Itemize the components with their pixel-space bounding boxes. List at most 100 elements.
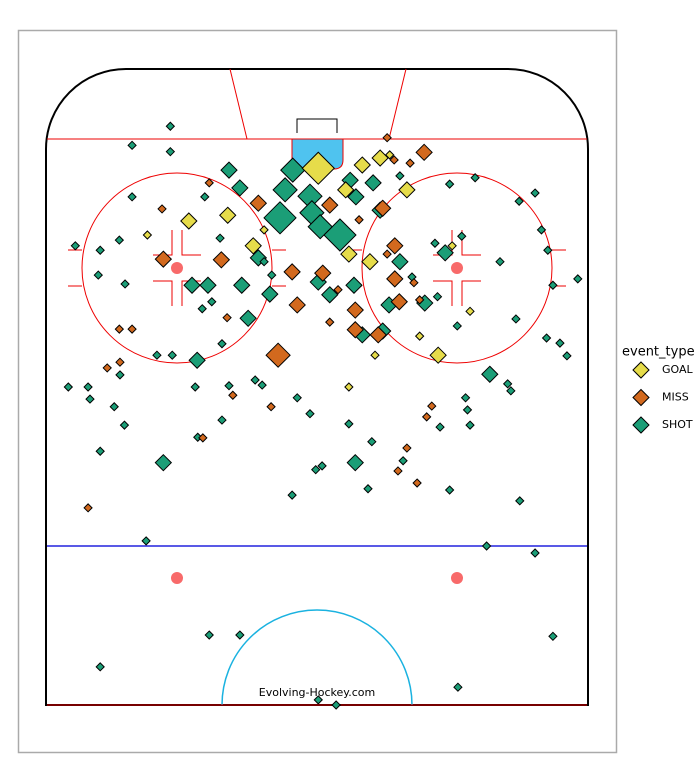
point	[220, 161, 238, 179]
point	[354, 215, 364, 225]
point	[398, 181, 416, 199]
point	[346, 301, 364, 319]
point	[207, 297, 217, 307]
point	[244, 237, 262, 255]
point	[204, 178, 214, 188]
point	[154, 250, 173, 268]
point	[430, 238, 440, 248]
point	[165, 146, 176, 157]
point	[114, 235, 125, 245]
point	[346, 321, 364, 339]
point	[157, 204, 167, 214]
point	[249, 194, 268, 212]
point	[199, 276, 217, 294]
faceoff-dot	[171, 262, 183, 274]
point	[398, 456, 408, 466]
point	[386, 270, 404, 288]
point	[389, 155, 399, 165]
faceoff-circle	[361, 172, 553, 364]
point	[95, 446, 105, 456]
point	[217, 415, 227, 425]
point	[344, 419, 354, 429]
point	[363, 484, 373, 494]
point	[364, 174, 382, 192]
point	[427, 401, 437, 411]
point	[141, 536, 151, 546]
point	[239, 309, 257, 328]
point	[395, 171, 405, 181]
point	[511, 314, 521, 324]
watermark: Evolving-Hockey.com	[259, 686, 375, 699]
point	[263, 201, 297, 235]
point	[367, 436, 377, 447]
point	[83, 503, 93, 513]
point	[95, 245, 105, 255]
point	[460, 393, 471, 403]
point	[412, 478, 422, 488]
point	[347, 188, 365, 206]
trapezoid-line	[229, 68, 248, 140]
point	[515, 496, 525, 506]
point	[541, 333, 552, 343]
point	[198, 433, 208, 443]
point	[333, 284, 343, 295]
point	[261, 285, 279, 303]
point	[317, 461, 327, 471]
point	[217, 339, 227, 349]
legend-label: SHOT	[662, 418, 693, 431]
point	[402, 443, 412, 453]
point	[197, 304, 207, 314]
point	[530, 548, 540, 558]
point	[233, 276, 251, 294]
point	[386, 237, 404, 255]
point	[120, 279, 130, 289]
point	[307, 214, 333, 240]
point	[414, 295, 425, 305]
point	[93, 270, 103, 280]
point	[331, 700, 341, 710]
point	[127, 324, 137, 334]
point	[555, 338, 565, 348]
legend: GOAL MISS SHOT	[632, 361, 694, 434]
point	[409, 277, 419, 288]
point	[373, 199, 392, 217]
point	[382, 132, 392, 143]
point	[250, 375, 260, 385]
legend-swatch	[632, 361, 650, 379]
point	[83, 382, 93, 392]
point	[465, 306, 475, 317]
point	[344, 382, 354, 392]
point	[102, 363, 112, 373]
point	[114, 324, 125, 334]
point	[154, 453, 173, 472]
point	[152, 350, 162, 360]
faceoff-dot	[451, 572, 463, 584]
point	[530, 188, 540, 198]
point	[228, 390, 238, 400]
point	[280, 157, 306, 183]
point	[514, 196, 524, 206]
point	[311, 464, 321, 475]
point	[414, 331, 425, 341]
point	[119, 420, 130, 430]
point	[85, 394, 95, 404]
legend-label: MISS	[662, 391, 689, 404]
point	[63, 382, 74, 392]
point	[267, 270, 277, 280]
point	[573, 274, 583, 284]
point	[370, 350, 380, 360]
point	[224, 381, 234, 391]
faceoff-dot	[171, 572, 183, 584]
point	[95, 662, 105, 672]
faceoff-circle	[81, 172, 273, 364]
point	[180, 212, 198, 230]
point	[127, 140, 137, 151]
point	[115, 357, 125, 367]
point	[272, 177, 298, 203]
legend-label: GOAL	[662, 363, 694, 376]
point	[70, 241, 81, 251]
goal-net	[296, 118, 338, 133]
legend-swatch	[632, 388, 650, 407]
points	[63, 121, 583, 710]
point	[336, 181, 355, 199]
